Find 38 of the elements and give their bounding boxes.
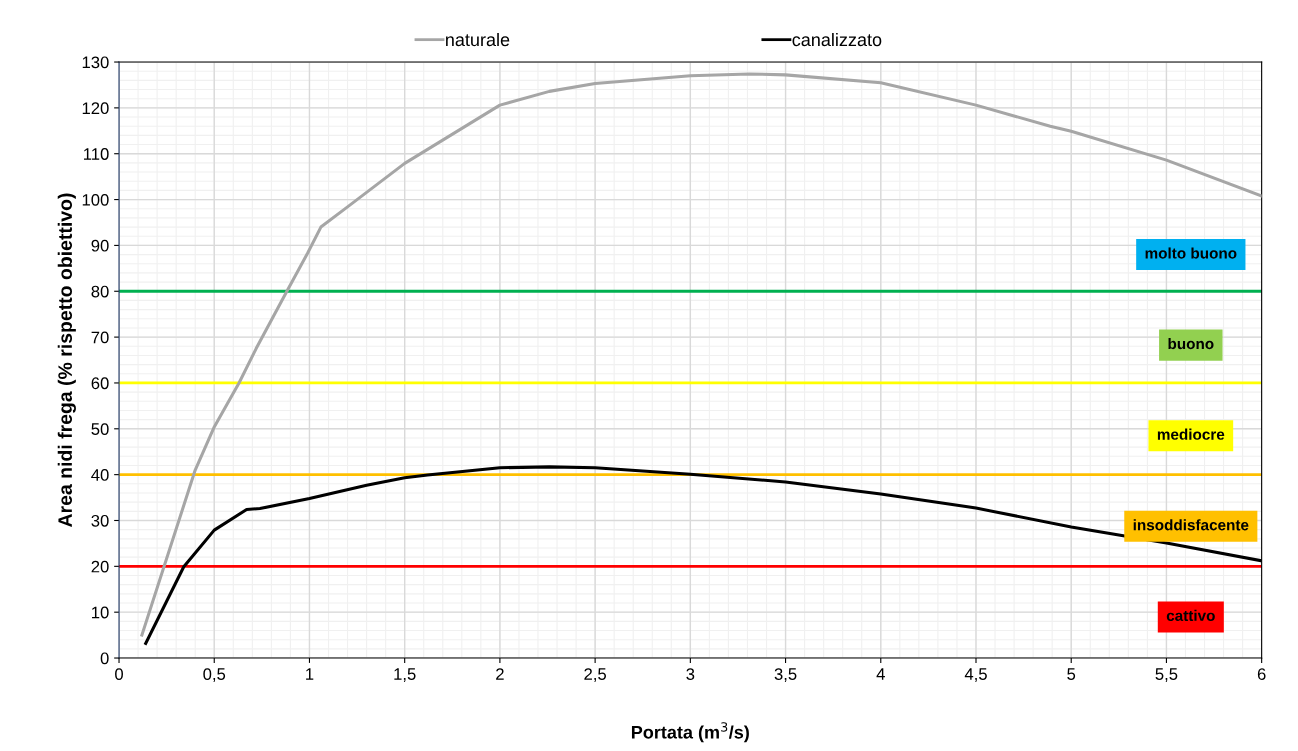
x-tick-label: 3,5	[774, 668, 797, 682]
x-axis-title: Portata (m$^{3}$/s)	[631, 722, 749, 743]
y-tick-label: 90	[91, 239, 109, 252]
annotation: molto buono	[1145, 247, 1237, 259]
y-tick-label: 10	[92, 606, 109, 619]
x-tick-label: 1	[306, 668, 314, 680]
line-series	[140, 72, 1262, 637]
x-tick-label: 0,5	[203, 668, 226, 682]
y-tick-label: 100	[82, 193, 109, 206]
annotation: cattivo	[1166, 609, 1215, 621]
y-tick-label: 60	[91, 377, 109, 390]
y-tick-label: 70	[91, 331, 109, 344]
x-tick-label: 4,5	[964, 668, 987, 682]
y-tick-label: 50	[91, 423, 109, 435]
y-tick-label: 20	[91, 560, 109, 573]
x-tick-label: 2	[496, 668, 504, 680]
y-tick-label: 130	[82, 56, 109, 69]
annotation: mediocre	[1157, 428, 1225, 440]
x-tick-label: 0	[115, 668, 124, 680]
x-tick-label: 5	[1067, 668, 1076, 680]
x-tick-label: 6	[1257, 668, 1266, 680]
legend-label: naturale	[446, 32, 510, 47]
y-tick-label: 80	[91, 285, 109, 298]
y-tick-label: 40	[91, 469, 109, 481]
line-series	[144, 465, 1262, 645]
legend-label: canalizzato	[792, 32, 882, 47]
y-tick-label: 120	[82, 102, 109, 115]
y-tick-label: 30	[91, 514, 109, 527]
x-tick-label: 1,5	[394, 668, 416, 682]
x-tick-label: 3	[686, 668, 695, 680]
y-tick-label: 110	[84, 148, 109, 160]
annotation: insoddisfacente	[1133, 519, 1249, 531]
y-tick-label: 0	[100, 652, 109, 665]
y-axis-title: Area nidi frega (% rispetto obiettivo)	[57, 193, 76, 527]
x-tick-label: 4	[876, 668, 885, 680]
annotation: buono	[1168, 338, 1214, 350]
x-tick-label: 5,5	[1155, 668, 1178, 682]
x-tick-label: 2,5	[584, 668, 607, 682]
